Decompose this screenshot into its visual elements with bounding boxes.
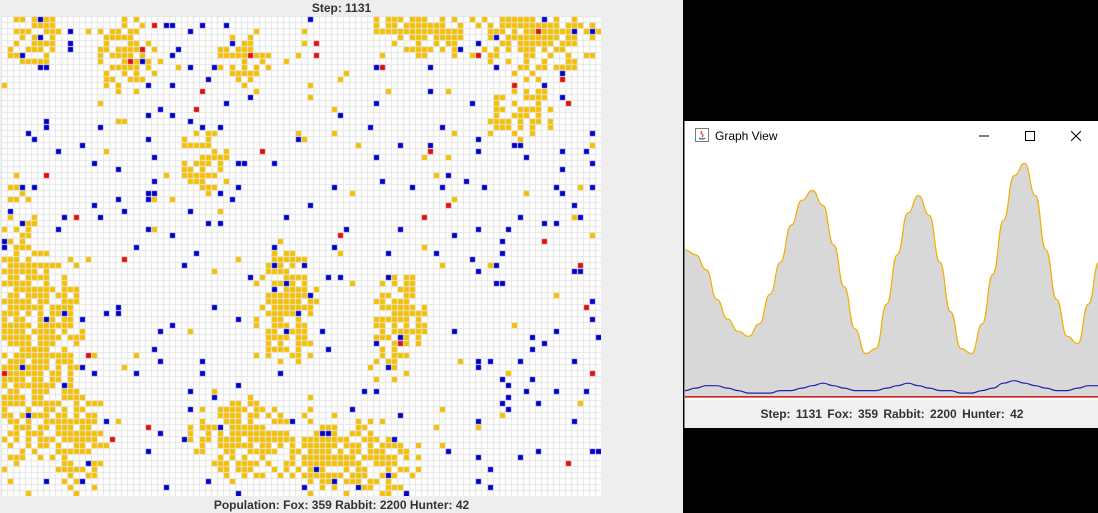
status-fox-label: Fox: — [827, 407, 853, 421]
status-step-value: 1131 — [795, 407, 822, 421]
minimize-button[interactable] — [961, 121, 1007, 151]
status-hunter-label: Hunter: — [962, 407, 1005, 421]
maximize-icon — [1025, 131, 1035, 141]
java-app-icon — [695, 128, 709, 142]
fox-series-line — [685, 380, 1098, 394]
graph-status-bar: Step: 1131 Fox: 359 Rabbit: 2200 Hunter:… — [685, 402, 1098, 426]
step-label: Step: 1131 — [311, 1, 372, 15]
title-bar[interactable]: Graph View — [685, 121, 1098, 151]
status-hunter-value: 42 — [1010, 407, 1024, 421]
window-title: Graph View — [715, 129, 778, 143]
rabbit-area-fill — [685, 163, 1098, 398]
graph-window: Graph View Step: 1131 Fox: 359 Rabbit: 2… — [684, 121, 1098, 428]
maximize-button[interactable] — [1007, 121, 1053, 151]
status-rabbit-label: Rabbit: — [883, 407, 925, 421]
simulation-grid — [1, 16, 601, 496]
status-rabbit-value: 2200 — [930, 407, 957, 421]
simulator-window: Step: 1131 Population: Fox: 359 Rabbit: … — [0, 0, 683, 513]
population-graph — [685, 151, 1098, 400]
close-icon — [1071, 131, 1081, 141]
status-fox-value: 359 — [857, 407, 878, 421]
minimize-icon — [979, 135, 989, 137]
rabbit-series-line — [685, 162, 1098, 355]
status-step-label: Step: — [760, 407, 791, 421]
close-button[interactable] — [1053, 121, 1098, 151]
population-label: Population: Fox: 359 Rabbit: 2200 Hunter… — [213, 498, 470, 512]
